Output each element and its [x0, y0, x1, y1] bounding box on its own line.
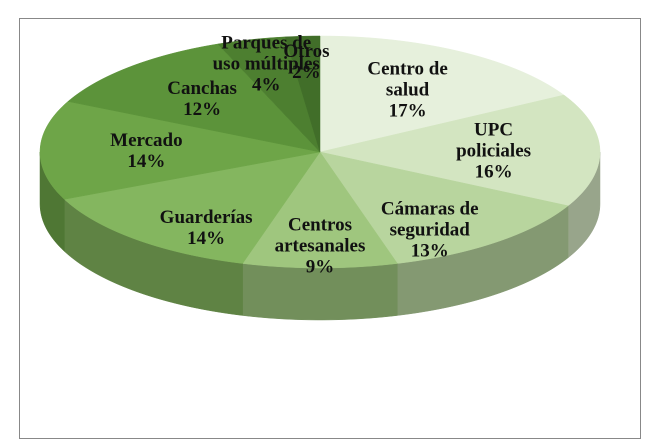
data-label: Centro de salud 17% — [353, 58, 463, 121]
category-label: Canchas — [167, 78, 237, 100]
data-label: Centros artesanales 9% — [265, 214, 375, 277]
slice — [284, 35, 321, 153]
value-label: 2% — [292, 61, 321, 83]
category-label: Centros artesanales — [274, 214, 366, 257]
data-label: UPC policiales 16% — [439, 119, 549, 182]
slice-top — [284, 35, 321, 153]
category-label: Otros — [283, 40, 330, 62]
category-label: Mercado — [110, 129, 183, 151]
slice-top — [242, 151, 398, 269]
category-label: UPC policiales — [456, 119, 532, 162]
slice-top — [319, 35, 565, 153]
slice-top — [319, 94, 601, 207]
data-label: Otros 2% — [251, 41, 361, 83]
value-label: 9% — [305, 256, 335, 278]
value-label: 12% — [183, 99, 222, 121]
value-label: 4% — [251, 74, 281, 96]
chart-frame — [19, 18, 641, 439]
data-label: Parques de uso múltiples 4% — [211, 33, 321, 96]
slice-top — [217, 36, 321, 153]
value-label: 13% — [410, 240, 449, 262]
slice — [319, 35, 565, 153]
slice — [217, 36, 321, 153]
slice-top — [319, 151, 569, 264]
category-label: Guarderías — [159, 207, 253, 229]
slice — [67, 43, 321, 153]
value-label: 17% — [388, 100, 427, 122]
slice — [242, 151, 398, 321]
slice-top — [63, 151, 321, 264]
data-label: Guarderías 14% — [151, 207, 261, 249]
data-label: Mercado 14% — [91, 130, 201, 172]
slice-top — [39, 101, 321, 200]
data-label: Canchas 12% — [147, 78, 257, 120]
slice — [319, 151, 569, 316]
category-label: Centro de salud — [367, 58, 448, 101]
category-label: Parques de uso múltiples — [212, 32, 320, 75]
value-label: 14% — [127, 150, 166, 172]
value-label: 14% — [187, 228, 226, 250]
value-label: 16% — [474, 161, 513, 183]
slice-top — [67, 43, 321, 153]
slice — [39, 101, 321, 252]
category-label: Cámaras de seguridad — [380, 198, 479, 241]
data-label: Cámaras de seguridad 13% — [375, 198, 485, 261]
